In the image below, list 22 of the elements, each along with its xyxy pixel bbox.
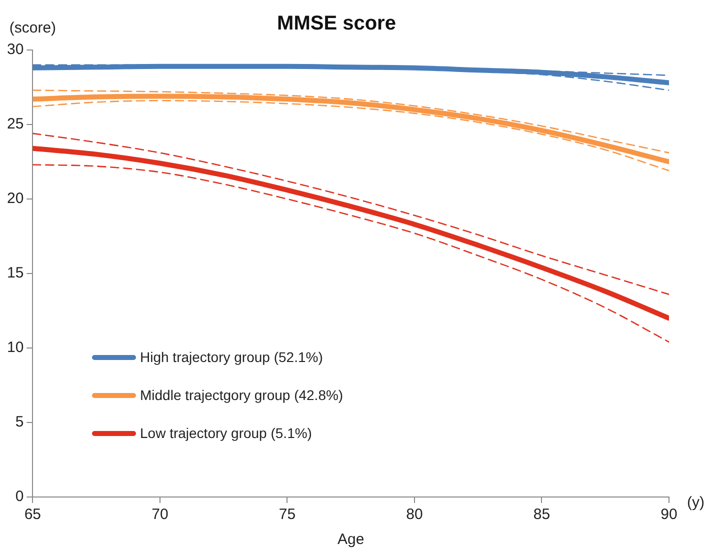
x-tick-label: 80 [406, 506, 423, 524]
legend-label: Middle trajectgory group (42.8%) [140, 387, 344, 403]
x-tick-label: 85 [533, 506, 550, 524]
chart-title: MMSE score [277, 12, 396, 35]
text: (y) [687, 494, 704, 512]
x-tick-label: 90 [660, 506, 678, 524]
y-axis-title: (score) [9, 20, 56, 37]
y-tick-label: 0 [15, 488, 24, 506]
y-tick-label: 25 [6, 116, 24, 133]
x-axis-title: Age [337, 531, 364, 548]
line-series [32, 132, 669, 296]
x-tick-label: 65 [24, 506, 42, 524]
legend-label: High trajectory group (52.1%) [140, 349, 323, 365]
y-tick-label: 20 [6, 190, 24, 208]
y-tick-label: 30 [6, 41, 24, 58]
x-tick-label: 70 [152, 506, 168, 524]
y-tick-label: 15 [6, 264, 24, 282]
y-tick-label: 10 [6, 339, 24, 356]
line-series [32, 164, 669, 343]
x-tick-label: 75 [278, 506, 296, 524]
y-tick-label: 5 [15, 414, 24, 431]
legend-label: Low trajectory group (5.1%) [140, 425, 312, 441]
